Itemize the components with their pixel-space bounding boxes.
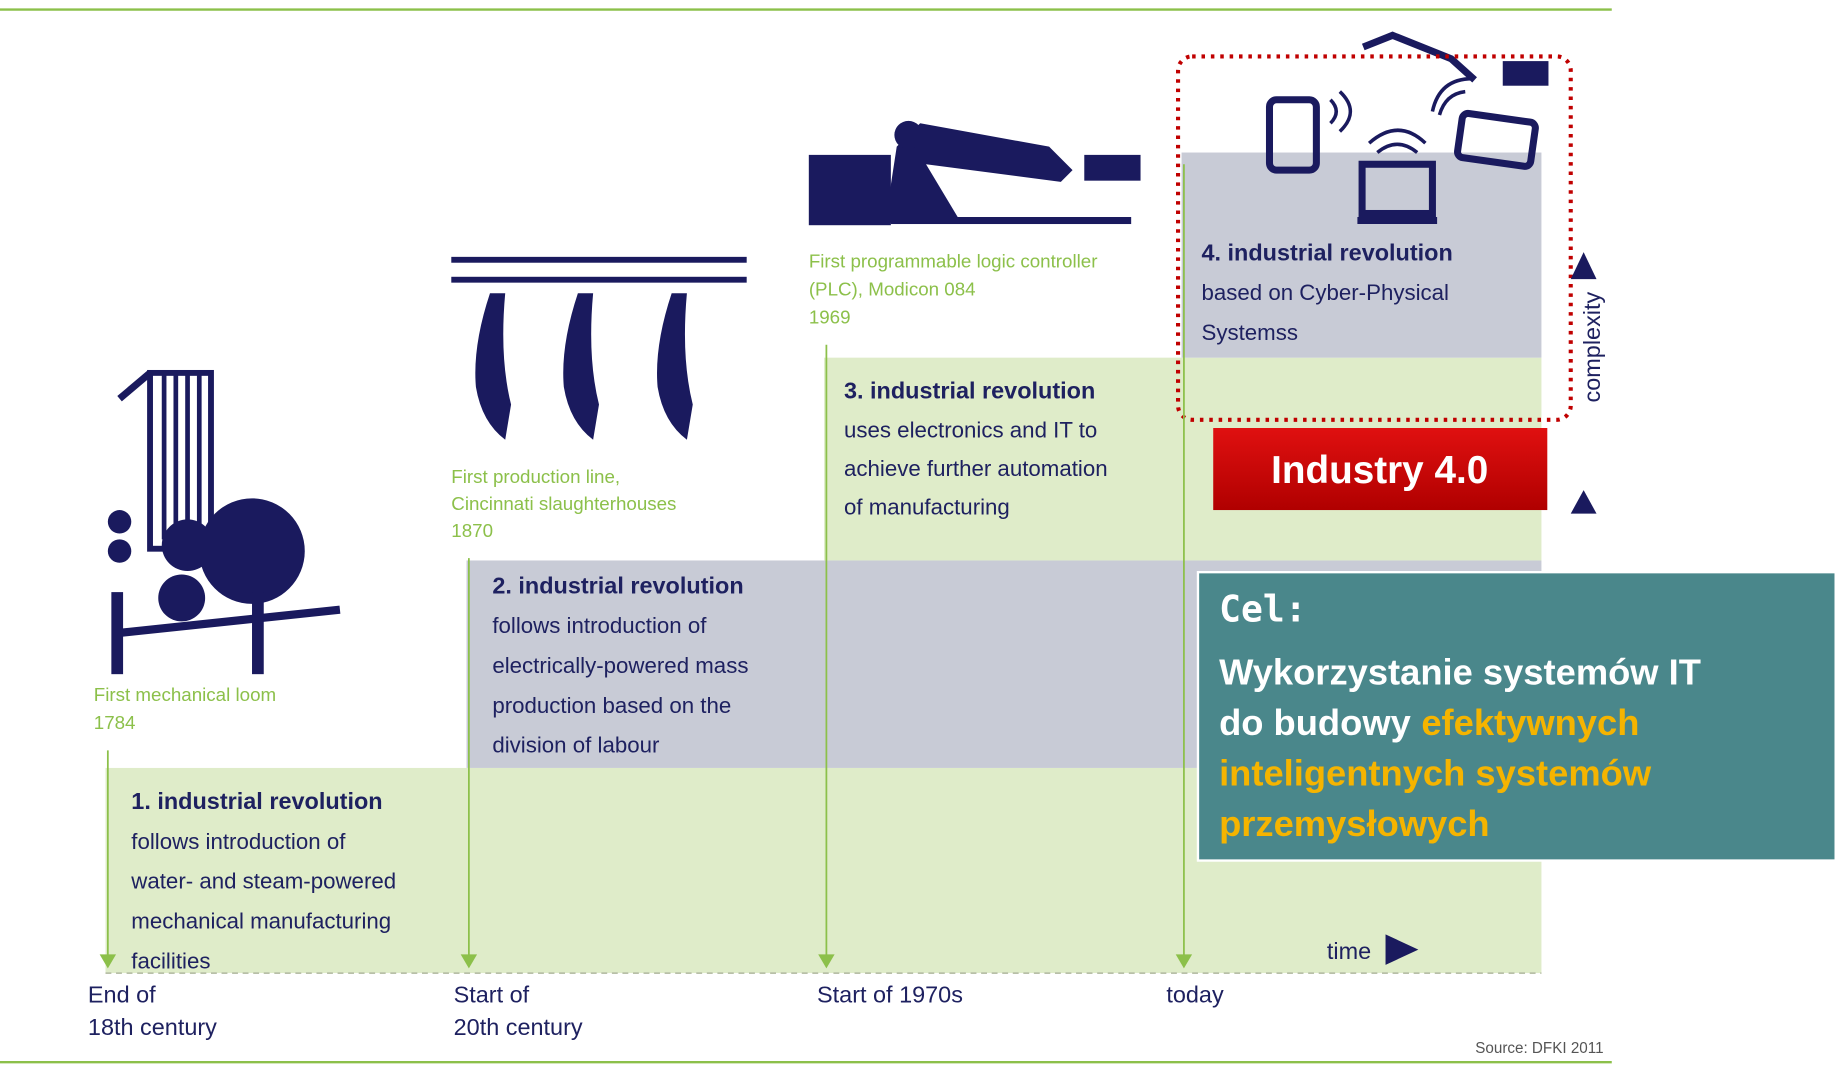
goal-text-plain: do budowy xyxy=(1219,702,1411,743)
milestone-caption: Cincinnati slaughterhouses xyxy=(451,493,676,514)
production-line-icon xyxy=(451,257,746,440)
time-label: time xyxy=(1327,938,1371,964)
revolution-description: facilities xyxy=(131,948,210,973)
goal-line: Wykorzystanie systemów IT xyxy=(1219,652,1701,693)
goal-text-highlight: przemysłowych xyxy=(1219,803,1490,844)
goal-text-highlight: inteligentnych systemów xyxy=(1219,753,1652,794)
revolution-title: 1. industrial revolution xyxy=(131,788,382,814)
time-label: 18th century xyxy=(88,1014,217,1040)
goal-line: przemysłowych xyxy=(1219,803,1490,844)
revolution-description: uses electronics and IT to xyxy=(844,417,1097,442)
revolution-description: based on Cyber-Physical xyxy=(1201,280,1449,305)
milestone-caption: 1870 xyxy=(451,520,493,541)
time-label: End of xyxy=(88,981,156,1007)
milestone-caption: 1969 xyxy=(809,307,851,328)
revolution-description: achieve further automation xyxy=(844,456,1108,481)
industry-label: Industry 4.0 xyxy=(1271,449,1488,492)
time-label: Start of xyxy=(454,981,530,1007)
complexity-label: complexity xyxy=(1579,291,1605,402)
revolution-description: of manufacturing xyxy=(844,495,1010,520)
goal-heading: Cel: xyxy=(1219,587,1307,630)
milestone-caption: First programmable logic controller xyxy=(809,250,1098,271)
revolution-description: water- and steam-powered xyxy=(130,869,396,894)
goal-text-highlight: efektywnych xyxy=(1421,702,1639,743)
revolution-description: Systemss xyxy=(1201,320,1297,345)
plc-robot-icon xyxy=(809,121,1141,225)
time-label: 20th century xyxy=(454,1014,583,1040)
revolution-title: 3. industrial revolution xyxy=(844,378,1095,404)
time-label: today xyxy=(1166,981,1224,1007)
revolution-title: 4. industrial revolution xyxy=(1201,239,1452,265)
goal-text-plain: Wykorzystanie systemów IT xyxy=(1219,652,1701,693)
page: { "revolutions": [ {"milestone": ["First… xyxy=(0,0,1838,1067)
revolution-description: electrically-powered mass xyxy=(492,653,748,678)
complexity-arrow xyxy=(1571,252,1597,279)
revolution-description: mechanical manufacturing xyxy=(131,909,391,934)
revolution-description: follows introduction of xyxy=(492,613,707,638)
revolution-description: division of labour xyxy=(492,733,660,758)
milestone-caption: 1784 xyxy=(94,712,136,733)
revolution-title: 2. industrial revolution xyxy=(492,572,743,598)
time-label: Start of 1970s xyxy=(817,981,963,1007)
complexity-arrow xyxy=(1571,490,1597,513)
milestone-caption: First mechanical loom xyxy=(94,684,276,705)
diagram: Industry 4.0 complexity time Cel: Wykorz… xyxy=(0,0,1838,1067)
milestone-caption: (PLC), Modicon 084 xyxy=(809,279,976,300)
source: Source: DFKI 2011 xyxy=(1475,1040,1603,1057)
milestone-caption: First production line, xyxy=(451,466,620,487)
revolution-description: production based on the xyxy=(492,693,731,718)
loom-icon xyxy=(108,373,340,674)
revolution-description: follows introduction of xyxy=(131,829,346,854)
goal-line: inteligentnych systemów xyxy=(1219,753,1652,794)
